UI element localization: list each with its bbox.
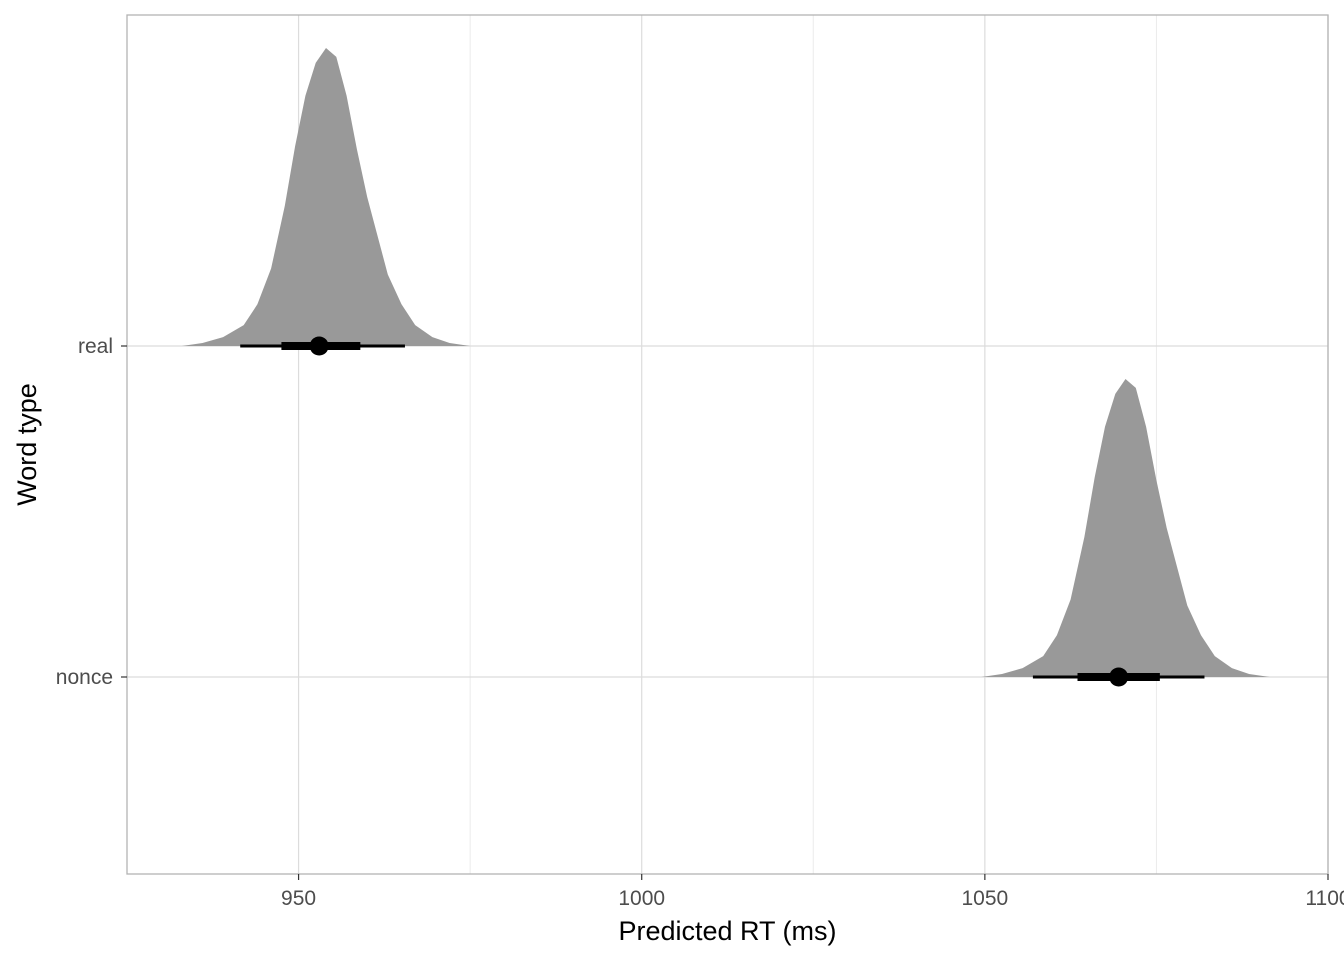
interval-bars [240, 336, 1205, 687]
density-nonce [981, 379, 1270, 677]
density-shapes [181, 48, 1270, 677]
x-tick-label: 1000 [618, 887, 665, 910]
x-tick-label: 1050 [961, 887, 1008, 910]
density-real [181, 48, 471, 346]
y-tick-label-nonce: nonce [56, 666, 113, 689]
axes: 950 1000 1050 1100 real nonce [56, 335, 1344, 910]
point-real [309, 336, 329, 356]
panel-border [126, 14, 1329, 875]
point-nonce [1109, 667, 1129, 687]
x-tick-label: 1100 [1305, 887, 1344, 910]
y-tick-label-real: real [78, 335, 113, 358]
x-tick-label: 950 [281, 887, 316, 910]
x-axis-title: Predicted RT (ms) [618, 916, 836, 946]
y-axis-title: Word type [12, 383, 42, 506]
